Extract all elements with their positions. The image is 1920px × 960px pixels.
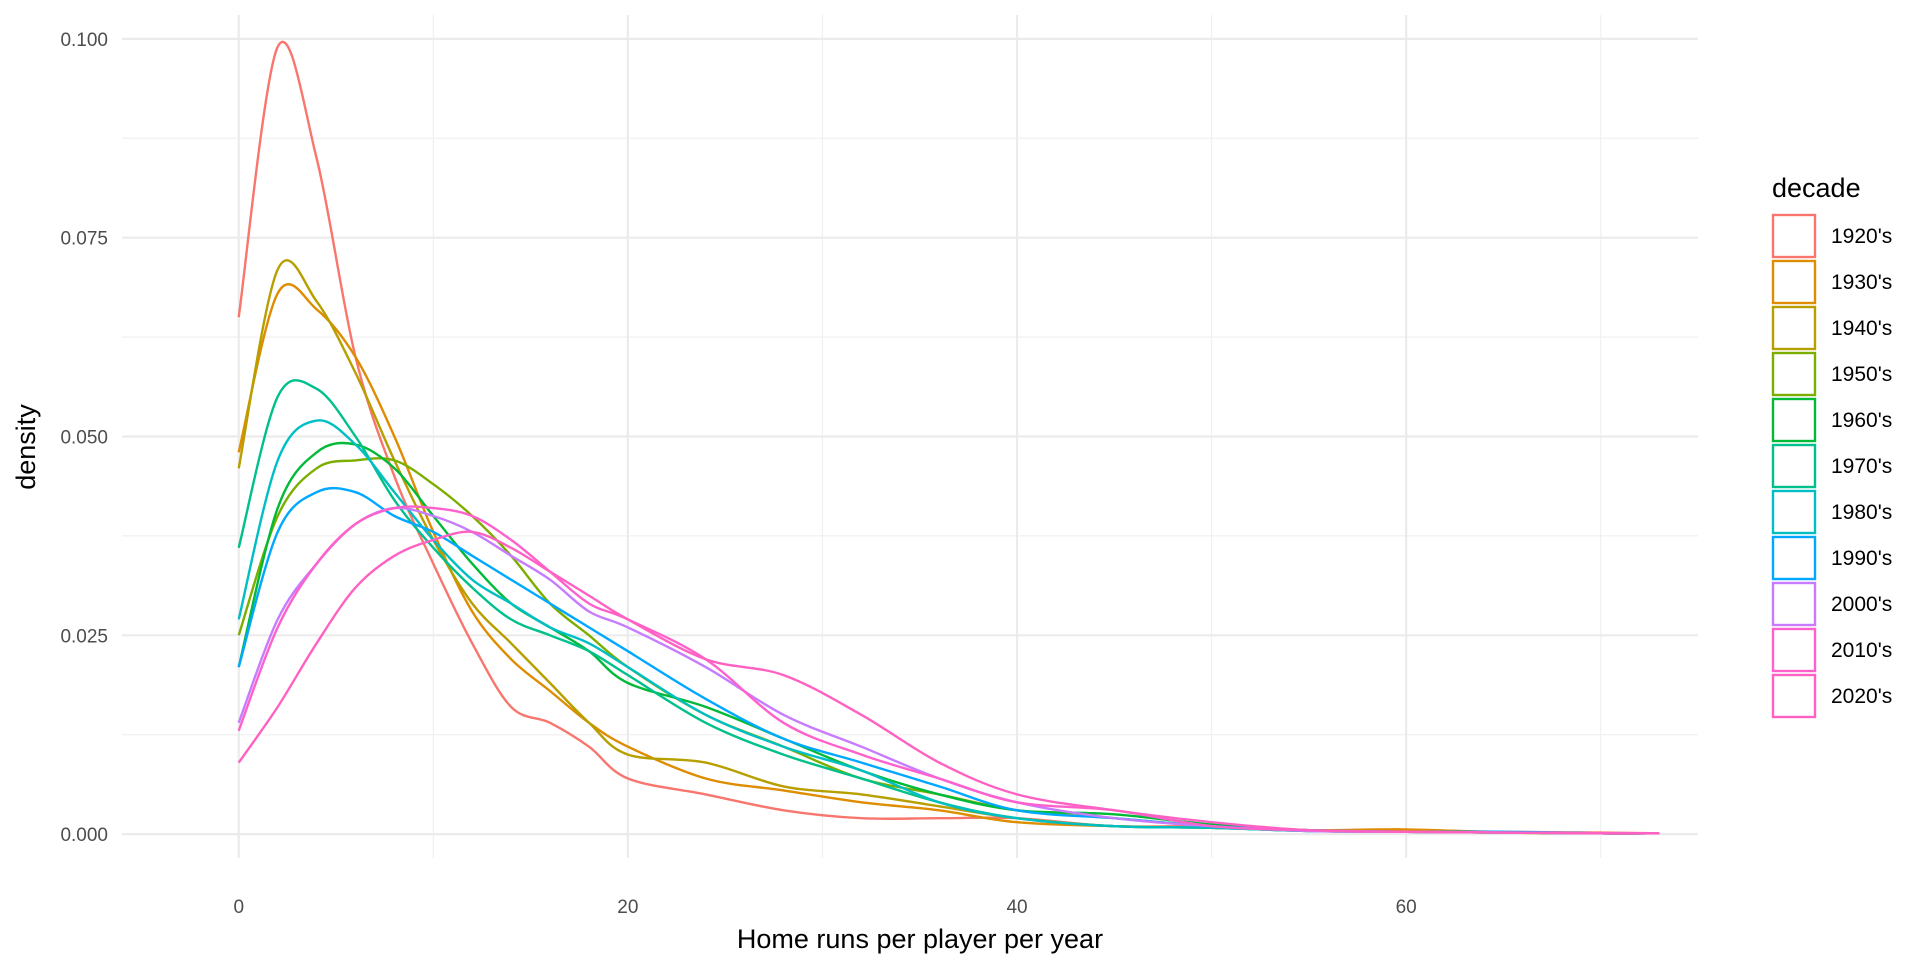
y-tick-label: 0.000 xyxy=(60,825,108,846)
y-tick-label: 0.100 xyxy=(60,30,108,51)
legend-label-1980s: 1980's xyxy=(1831,501,1892,524)
legend-label-2000s: 2000's xyxy=(1831,593,1892,616)
density-curves xyxy=(237,40,1660,835)
density-line-1980s xyxy=(237,419,1660,835)
legend-key-1930s xyxy=(1771,259,1817,305)
legend-key-1920s xyxy=(1771,213,1817,259)
legend-key-1970s xyxy=(1771,443,1817,489)
density-line-2000s xyxy=(237,506,1660,835)
x-axis-tick-labels: 0 20 40 60 xyxy=(233,897,1416,918)
major-gridlines xyxy=(122,15,1698,858)
density-line-1940s xyxy=(237,259,1660,835)
legend-label-1990s: 1990's xyxy=(1831,547,1892,570)
x-tick-label: 60 xyxy=(1396,897,1417,918)
density-line-1960s xyxy=(237,441,1660,835)
legend-key-2000s xyxy=(1771,581,1817,627)
legend: decade 1920's 1930's 1940's 1950's 1960's 197… xyxy=(1771,173,1892,719)
x-axis-title: Home runs per player per year xyxy=(737,924,1103,954)
legend-key-1960s xyxy=(1771,397,1817,443)
density-line-2020s xyxy=(237,530,1660,835)
legend-key-2010s xyxy=(1771,627,1817,673)
minor-gridlines xyxy=(122,15,1698,858)
x-tick-label: 20 xyxy=(617,897,638,918)
density-line-1970s xyxy=(237,379,1660,835)
y-tick-label: 0.050 xyxy=(60,428,108,449)
density-line-2010s xyxy=(237,505,1660,835)
legend-label-1930s: 1930's xyxy=(1831,271,1892,294)
x-tick-label: 0 xyxy=(233,897,244,918)
legend-label-1960s: 1960's xyxy=(1831,409,1892,432)
legend-key-2020s xyxy=(1771,673,1817,719)
x-tick-label: 40 xyxy=(1006,897,1027,918)
legend-key-1950s xyxy=(1771,351,1817,397)
legend-key-1940s xyxy=(1771,305,1817,351)
legend-label-1940s: 1940's xyxy=(1831,317,1892,340)
legend-title: decade xyxy=(1772,173,1861,203)
legend-label-1950s: 1950's xyxy=(1831,363,1892,386)
legend-key-1980s xyxy=(1771,489,1817,535)
y-tick-label: 0.075 xyxy=(60,229,108,250)
legend-label-1970s: 1970's xyxy=(1831,455,1892,478)
y-tick-label: 0.025 xyxy=(60,626,108,647)
legend-label-1920s: 1920's xyxy=(1831,225,1892,248)
legend-label-2010s: 2010's xyxy=(1831,639,1892,662)
density-line-1950s xyxy=(237,457,1660,835)
y-axis-title: density xyxy=(11,404,41,490)
legend-key-1990s xyxy=(1771,535,1817,581)
legend-label-2020s: 2020's xyxy=(1831,685,1892,708)
y-axis-tick-labels: 0.000 0.025 0.050 0.075 0.100 xyxy=(60,30,108,846)
